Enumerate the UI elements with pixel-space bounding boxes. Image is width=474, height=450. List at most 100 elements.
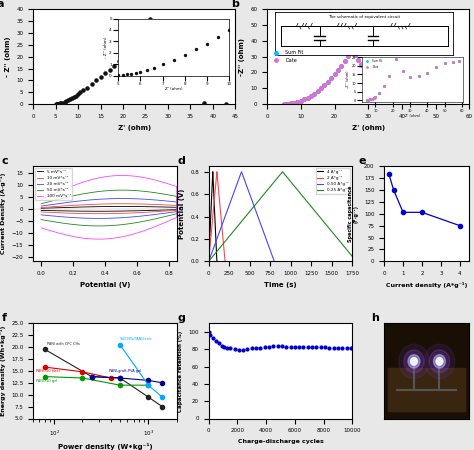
Date — [315, 88, 320, 94]
X-axis label: Potential (V): Potential (V) — [80, 282, 130, 288]
Point — [88, 81, 95, 88]
100 mV*s⁻¹ — [128, 232, 134, 238]
Point — [222, 100, 230, 107]
Point — [182, 48, 190, 55]
4 A*g⁻¹ — [213, 243, 219, 248]
Sum Fit — [372, 73, 378, 78]
5 mV*s⁻¹ — [128, 208, 134, 214]
100 mV*s⁻¹ — [119, 173, 125, 178]
Date — [281, 101, 287, 107]
Date — [348, 48, 354, 53]
Date — [365, 69, 371, 74]
2 A*g⁻¹ — [206, 258, 211, 263]
0.50 A*g⁻¹ — [245, 186, 251, 192]
Date — [352, 52, 357, 58]
Text: PANI with CPC CHs: PANI with CPC CHs — [47, 342, 81, 346]
Sum Fit — [332, 72, 337, 77]
2 A*g⁻¹ — [216, 186, 221, 191]
20 mV*s⁻¹ — [105, 216, 110, 221]
Point — [66, 96, 74, 103]
Sum Fit — [305, 95, 310, 100]
5 mV*s⁻¹ — [96, 208, 101, 214]
0.50 A*g⁻¹ — [261, 231, 267, 236]
Point — [160, 27, 167, 34]
Circle shape — [404, 350, 424, 373]
Point — [64, 97, 72, 104]
100 mV*s⁻¹ — [38, 197, 44, 202]
0.50 A*g⁻¹ — [206, 258, 212, 263]
Point — [115, 58, 122, 65]
Y-axis label: Capacitance retention (%): Capacitance retention (%) — [178, 330, 183, 411]
Date — [292, 100, 297, 105]
Line: 50 mV*s⁻¹: 50 mV*s⁻¹ — [41, 190, 177, 226]
Point — [68, 94, 75, 102]
20 mV*s⁻¹ — [119, 196, 125, 201]
50 mV*s⁻¹ — [105, 223, 110, 229]
Sum Fit — [342, 58, 347, 64]
10 mV*s⁻¹ — [108, 201, 114, 207]
100 mV*s⁻¹ — [149, 225, 155, 230]
Bar — [388, 368, 465, 411]
Sum Fit — [311, 91, 317, 96]
Y-axis label: - Z'' (ohm): - Z'' (ohm) — [5, 36, 11, 77]
0.50 A*g⁻¹ — [245, 186, 250, 191]
0.50 A*g⁻¹ — [206, 259, 211, 264]
Text: b: b — [231, 0, 239, 9]
Date — [375, 74, 381, 79]
X-axis label: Current density (A*g⁻¹): Current density (A*g⁻¹) — [386, 282, 467, 288]
Sum Fit — [345, 53, 351, 58]
Point — [200, 99, 208, 107]
Sum Fit — [284, 101, 290, 107]
Sum Fit — [292, 100, 297, 105]
20 mV*s⁻¹ — [108, 196, 114, 202]
Date — [356, 57, 361, 63]
2 A*g⁻¹ — [216, 189, 222, 195]
Sum Fit — [365, 69, 371, 74]
50 mV*s⁻¹ — [96, 223, 101, 229]
Date — [369, 71, 374, 76]
5 mV*s⁻¹ — [162, 204, 167, 210]
Line: 5 mV*s⁻¹: 5 mV*s⁻¹ — [41, 207, 177, 211]
Date — [335, 68, 341, 73]
Point — [106, 66, 113, 73]
10 mV*s⁻¹ — [128, 210, 134, 216]
Circle shape — [429, 350, 450, 373]
Point — [76, 89, 84, 96]
Sum Fit — [362, 66, 368, 71]
Point — [63, 98, 70, 105]
2 A*g⁻¹ — [222, 259, 228, 264]
Point — [79, 87, 86, 94]
Text: e: e — [359, 156, 366, 166]
Date — [308, 93, 314, 99]
Line: 2 A*g⁻¹: 2 A*g⁻¹ — [209, 172, 225, 261]
10 mV*s⁻¹ — [96, 211, 101, 216]
Line: 20 mV*s⁻¹: 20 mV*s⁻¹ — [41, 198, 177, 218]
0.25 A*g⁻¹ — [206, 258, 212, 263]
50 mV*s⁻¹ — [38, 217, 44, 222]
Date — [345, 53, 351, 58]
10 mV*s⁻¹ — [86, 202, 92, 207]
Sum Fit — [335, 68, 341, 73]
4 A*g⁻¹ — [206, 259, 211, 264]
Legend: 5 mV*s⁻¹, 10 mV*s⁻¹, 20 mV*s⁻¹, 50 mV*s⁻¹, 100 mV*s⁻¹: 5 mV*s⁻¹, 10 mV*s⁻¹, 20 mV*s⁻¹, 50 mV*s⁻… — [35, 168, 72, 200]
4 A*g⁻¹ — [214, 259, 220, 264]
0.25 A*g⁻¹ — [354, 259, 359, 264]
50 mV*s⁻¹ — [119, 188, 125, 193]
0.25 A*g⁻¹ — [340, 243, 346, 248]
Line: Sum Fit: Sum Fit — [283, 49, 383, 106]
20 mV*s⁻¹ — [128, 214, 134, 220]
Line: 0.25 A*g⁻¹: 0.25 A*g⁻¹ — [209, 172, 356, 261]
Sum Fit — [298, 98, 304, 104]
50 mV*s⁻¹ — [108, 188, 114, 193]
Line: Date: Date — [283, 49, 383, 106]
Point — [128, 44, 136, 51]
Point — [137, 33, 145, 40]
5 mV*s⁻¹ — [108, 204, 114, 209]
20 mV*s⁻¹ — [96, 216, 101, 221]
Line: 4 A*g⁻¹: 4 A*g⁻¹ — [209, 172, 217, 261]
0.50 A*g⁻¹ — [265, 243, 271, 248]
Point — [74, 90, 82, 98]
Point — [83, 84, 91, 91]
Circle shape — [399, 344, 429, 378]
20 mV*s⁻¹ — [86, 197, 92, 202]
